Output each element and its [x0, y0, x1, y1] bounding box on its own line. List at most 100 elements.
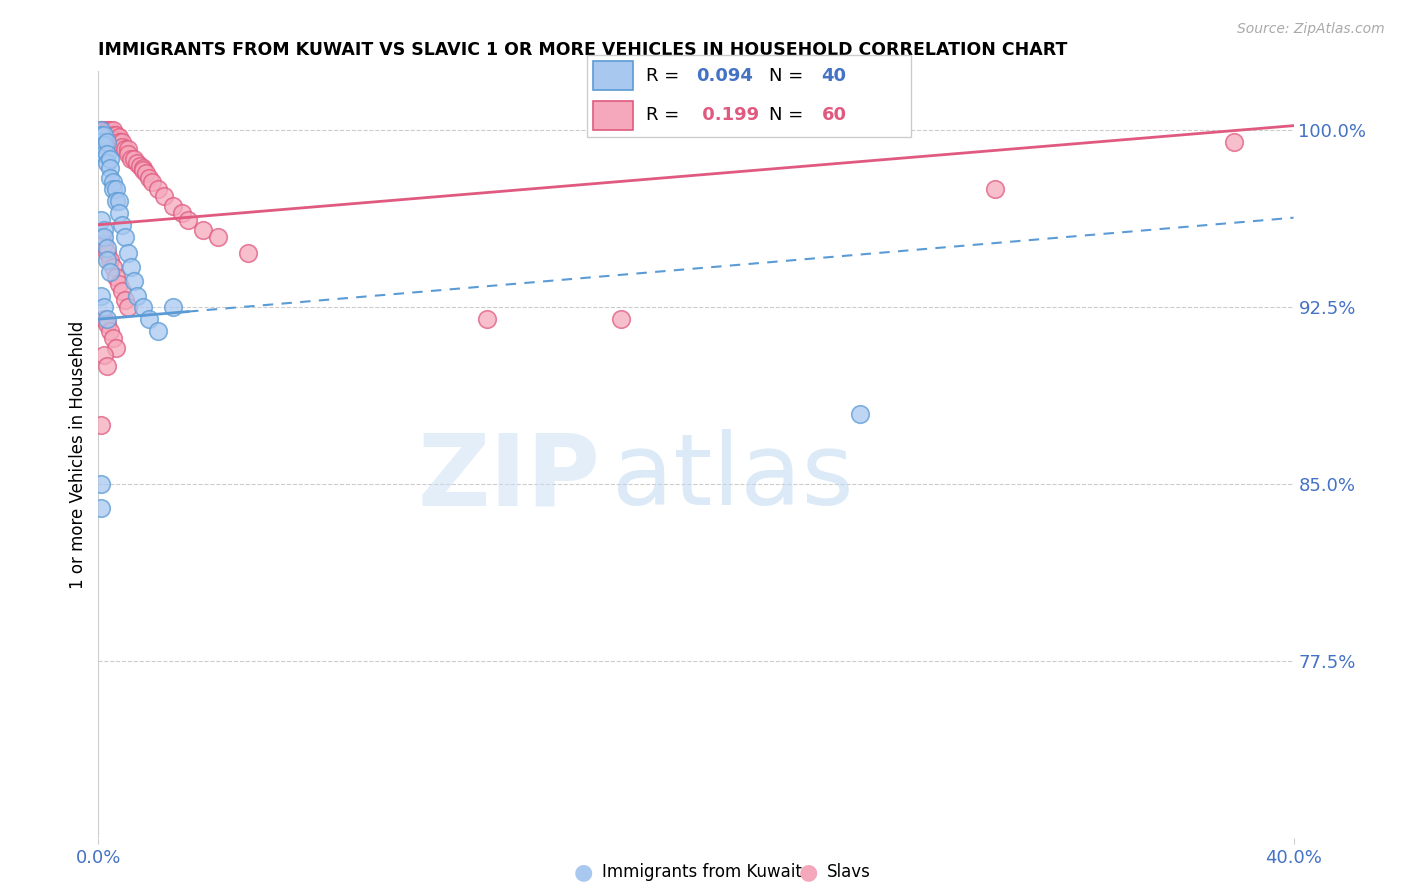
Text: 60: 60: [821, 106, 846, 124]
Text: R =: R =: [647, 106, 685, 124]
Point: [111, 140, 134, 154]
Point: [90, 288, 112, 302]
Point: [93, 222, 115, 236]
Point: [96, 253, 118, 268]
Point: [129, 159, 152, 173]
Point: [96, 317, 118, 331]
Point: [117, 246, 139, 260]
Point: [90, 128, 112, 142]
Point: [127, 156, 149, 170]
Point: [98, 324, 122, 338]
FancyBboxPatch shape: [593, 62, 633, 90]
Point: [90, 123, 112, 137]
Point: [90, 501, 112, 516]
Point: [90, 123, 112, 137]
Point: [111, 135, 134, 149]
Point: [90, 128, 112, 142]
Point: [111, 284, 134, 298]
Point: [96, 246, 118, 260]
Point: [162, 199, 184, 213]
Point: [93, 133, 115, 147]
Point: [96, 312, 118, 326]
Text: 40: 40: [821, 67, 846, 85]
Point: [90, 213, 112, 227]
Text: ●: ●: [574, 863, 593, 882]
Point: [90, 130, 112, 145]
Point: [141, 175, 163, 189]
FancyBboxPatch shape: [593, 101, 633, 130]
Point: [98, 161, 122, 175]
Text: ●: ●: [799, 863, 818, 882]
Point: [93, 137, 115, 152]
Point: [108, 277, 131, 291]
Text: IMMIGRANTS FROM KUWAIT VS SLAVIC 1 OR MORE VEHICLES IN HOUSEHOLD CORRELATION CHA: IMMIGRANTS FROM KUWAIT VS SLAVIC 1 OR MO…: [98, 41, 1067, 59]
Point: [127, 288, 149, 302]
Point: [96, 123, 118, 137]
Point: [132, 161, 155, 175]
Point: [138, 170, 160, 185]
Point: [98, 152, 122, 166]
Text: 0.094: 0.094: [696, 67, 752, 85]
Point: [132, 163, 155, 178]
Point: [98, 123, 122, 137]
Point: [120, 260, 142, 275]
Point: [93, 128, 115, 142]
Point: [114, 142, 136, 156]
Point: [984, 182, 1007, 196]
Point: [98, 253, 122, 268]
Point: [117, 147, 139, 161]
Point: [93, 229, 115, 244]
Point: [236, 246, 259, 260]
Point: [105, 341, 128, 355]
Point: [93, 312, 115, 326]
Y-axis label: 1 or more Vehicles in Household: 1 or more Vehicles in Household: [69, 321, 87, 589]
Point: [96, 241, 118, 255]
Point: [177, 213, 200, 227]
Point: [132, 301, 155, 315]
Point: [93, 236, 115, 251]
Point: [120, 152, 142, 166]
Point: [96, 135, 118, 149]
Point: [1223, 135, 1246, 149]
Point: [103, 331, 125, 345]
Point: [98, 170, 122, 185]
Point: [96, 147, 118, 161]
Point: [90, 135, 112, 149]
Point: [90, 477, 112, 491]
Point: [124, 152, 146, 166]
Text: R =: R =: [647, 67, 685, 85]
Point: [93, 348, 115, 362]
Point: [98, 265, 122, 279]
Point: [124, 275, 146, 289]
Point: [148, 324, 170, 338]
Point: [96, 156, 118, 170]
Point: [111, 218, 134, 232]
Point: [108, 194, 131, 209]
Point: [105, 133, 128, 147]
Point: [96, 359, 118, 374]
Text: Slavs: Slavs: [827, 863, 870, 881]
Point: [135, 166, 157, 180]
Point: [105, 128, 128, 142]
Point: [105, 194, 128, 209]
Text: Source: ZipAtlas.com: Source: ZipAtlas.com: [1237, 22, 1385, 37]
Point: [93, 147, 115, 161]
Point: [162, 301, 184, 315]
Point: [96, 128, 118, 142]
Text: atlas: atlas: [613, 429, 853, 526]
Point: [103, 123, 125, 137]
Point: [117, 142, 139, 156]
Point: [114, 229, 136, 244]
Point: [93, 123, 115, 137]
Point: [98, 130, 122, 145]
Point: [117, 301, 139, 315]
Point: [475, 312, 498, 326]
Point: [103, 182, 125, 196]
Text: Immigrants from Kuwait: Immigrants from Kuwait: [602, 863, 801, 881]
Text: N =: N =: [769, 67, 808, 85]
Point: [108, 135, 131, 149]
Point: [191, 222, 214, 236]
Point: [108, 130, 131, 145]
Point: [90, 229, 112, 244]
Point: [105, 269, 128, 284]
